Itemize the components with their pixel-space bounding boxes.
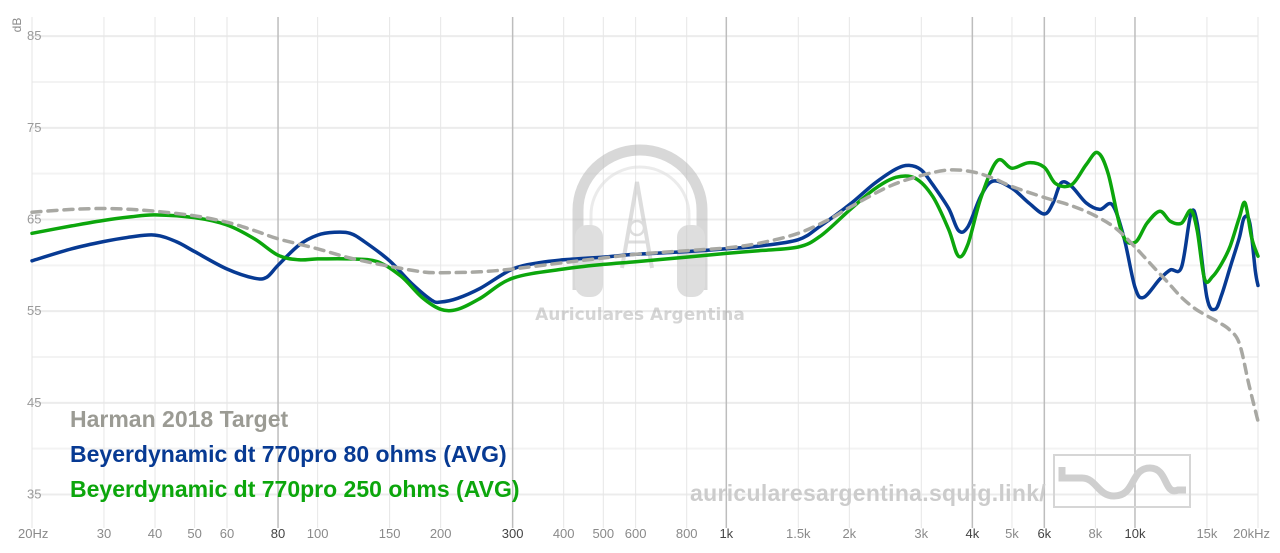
series-layer — [30, 150, 1260, 423]
x-tick-label: 4k — [965, 526, 979, 541]
x-tick-label: 60 — [220, 526, 234, 541]
x-tick-label: 100 — [307, 526, 329, 541]
x-tick-label: 2k — [842, 526, 856, 541]
y-tick-label: 35 — [27, 487, 41, 502]
x-axis-ticks: 20Hz 30 40 50 60 80 100 150 200 300 400 500 600 800 1k… — [18, 526, 1270, 541]
x-tick-label: 30 — [97, 526, 111, 541]
x-tick-label: 20kHz — [1233, 526, 1270, 541]
y-tick-label: 45 — [27, 395, 41, 410]
x-tick-label: 40 — [148, 526, 162, 541]
legend: Harman 2018 Target Beyerdynamic dt 770pr… — [70, 406, 520, 502]
y-tick-label: 65 — [27, 212, 41, 227]
y-tick-label: 75 — [27, 120, 41, 135]
headphones-logo-watermark: Auriculares Argentina — [535, 144, 745, 325]
x-tick-label: 500 — [592, 526, 614, 541]
x-tick-label: 800 — [676, 526, 698, 541]
y-axis-ticks: 85 75 65 55 45 35 — [27, 28, 41, 501]
x-tick-label: 20Hz — [18, 526, 48, 541]
x-tick-label: 1.5k — [786, 526, 811, 541]
x-tick-label: 5k — [1005, 526, 1019, 541]
y-tick-label: 55 — [27, 303, 41, 318]
x-tick-label: 50 — [187, 526, 201, 541]
y-tick-label: 85 — [27, 28, 41, 43]
watermark-brand-text: Auriculares Argentina — [535, 305, 745, 325]
x-tick-label: 400 — [553, 526, 575, 541]
x-tick-label: 1k — [719, 526, 733, 541]
x-tick-label: 600 — [625, 526, 647, 541]
squiglink-logo — [1053, 454, 1191, 508]
x-tick-label: 300 — [502, 526, 524, 541]
x-tick-label: 3k — [914, 526, 928, 541]
dt770pro-250-ohms-curve — [30, 150, 1260, 313]
x-tick-label: 150 — [379, 526, 401, 541]
x-tick-label: 80 — [271, 526, 285, 541]
x-tick-label: 200 — [430, 526, 452, 541]
x-tick-label: 6k — [1037, 526, 1051, 541]
legend-item-dt770pro-250-ohms: Beyerdynamic dt 770pro 250 ohms (AVG) — [70, 476, 520, 502]
y-axis-unit-label: dB — [10, 18, 24, 33]
harman-target-curve — [30, 168, 1260, 423]
x-tick-label: 15k — [1196, 526, 1217, 541]
legend-item-harman-target: Harman 2018 Target — [70, 406, 289, 432]
dt770pro-80-ohms-curve — [30, 163, 1260, 312]
x-tick-label: 10k — [1124, 526, 1145, 541]
legend-item-dt770pro-80-ohms: Beyerdynamic dt 770pro 80 ohms (AVG) — [70, 441, 507, 467]
watermark-url-text: auricularesargentina.squig.link/ — [690, 480, 1046, 506]
x-tick-label: 8k — [1089, 526, 1103, 541]
horizontal-grid — [32, 35, 1258, 496]
